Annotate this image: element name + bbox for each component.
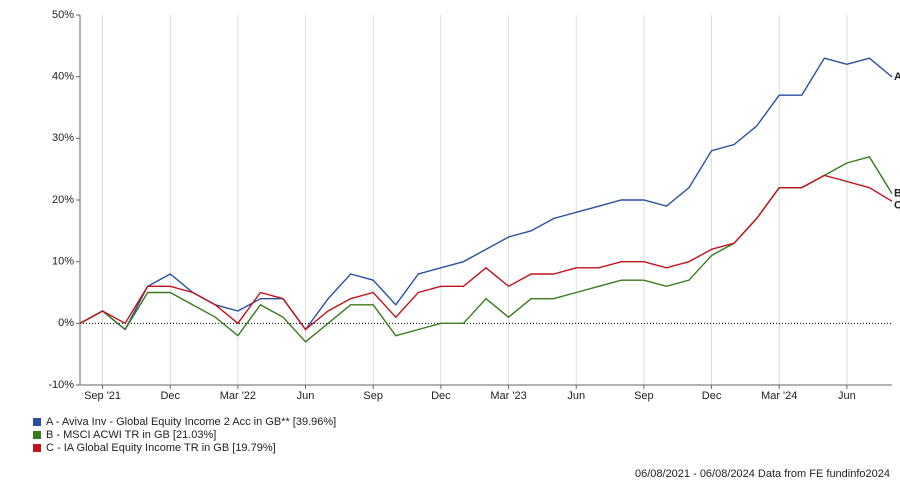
x-tick-label: Sep '21: [84, 390, 121, 402]
y-tick-label: 50%: [52, 9, 74, 21]
x-tick-label: Mar '24: [761, 390, 797, 402]
x-tick-label: Sep: [634, 390, 654, 402]
series-line: [79, 174, 893, 331]
footer: 06/08/2021 - 06/08/2024 Data from FE fun…: [635, 468, 890, 480]
y-tick-label: -10%: [48, 379, 74, 391]
y-tick-label: 20%: [52, 194, 74, 206]
end-label: B: [894, 188, 900, 200]
x-tick-label: Jun: [567, 390, 585, 402]
x-tick-label: Jun: [297, 390, 315, 402]
legend-label: C - IA Global Equity Income TR in GB [19…: [46, 442, 276, 454]
x-tick-label: Mar '23: [490, 390, 526, 402]
legend-swatch: [33, 418, 41, 426]
y-tick-label: 10%: [52, 256, 74, 268]
legend-label: A - Aviva Inv - Global Equity Income 2 A…: [46, 416, 336, 428]
legend-swatch: [33, 444, 41, 452]
series-line: [79, 57, 893, 331]
x-tick-label: Jun: [838, 390, 856, 402]
y-tick-label: 40%: [52, 71, 74, 83]
end-label: A: [894, 71, 900, 83]
end-label: C: [894, 200, 900, 212]
y-tick-label: 0%: [58, 317, 74, 329]
legend-label: B - MSCI ACWI TR in GB [21.03%]: [46, 429, 216, 441]
x-tick-label: Dec: [431, 390, 451, 402]
y-tick-label: 30%: [52, 132, 74, 144]
x-tick-label: Dec: [160, 390, 180, 402]
x-tick-label: Dec: [702, 390, 722, 402]
x-tick-label: Mar '22: [220, 390, 256, 402]
x-tick-label: Sep: [363, 390, 383, 402]
legend-swatch: [33, 431, 41, 439]
